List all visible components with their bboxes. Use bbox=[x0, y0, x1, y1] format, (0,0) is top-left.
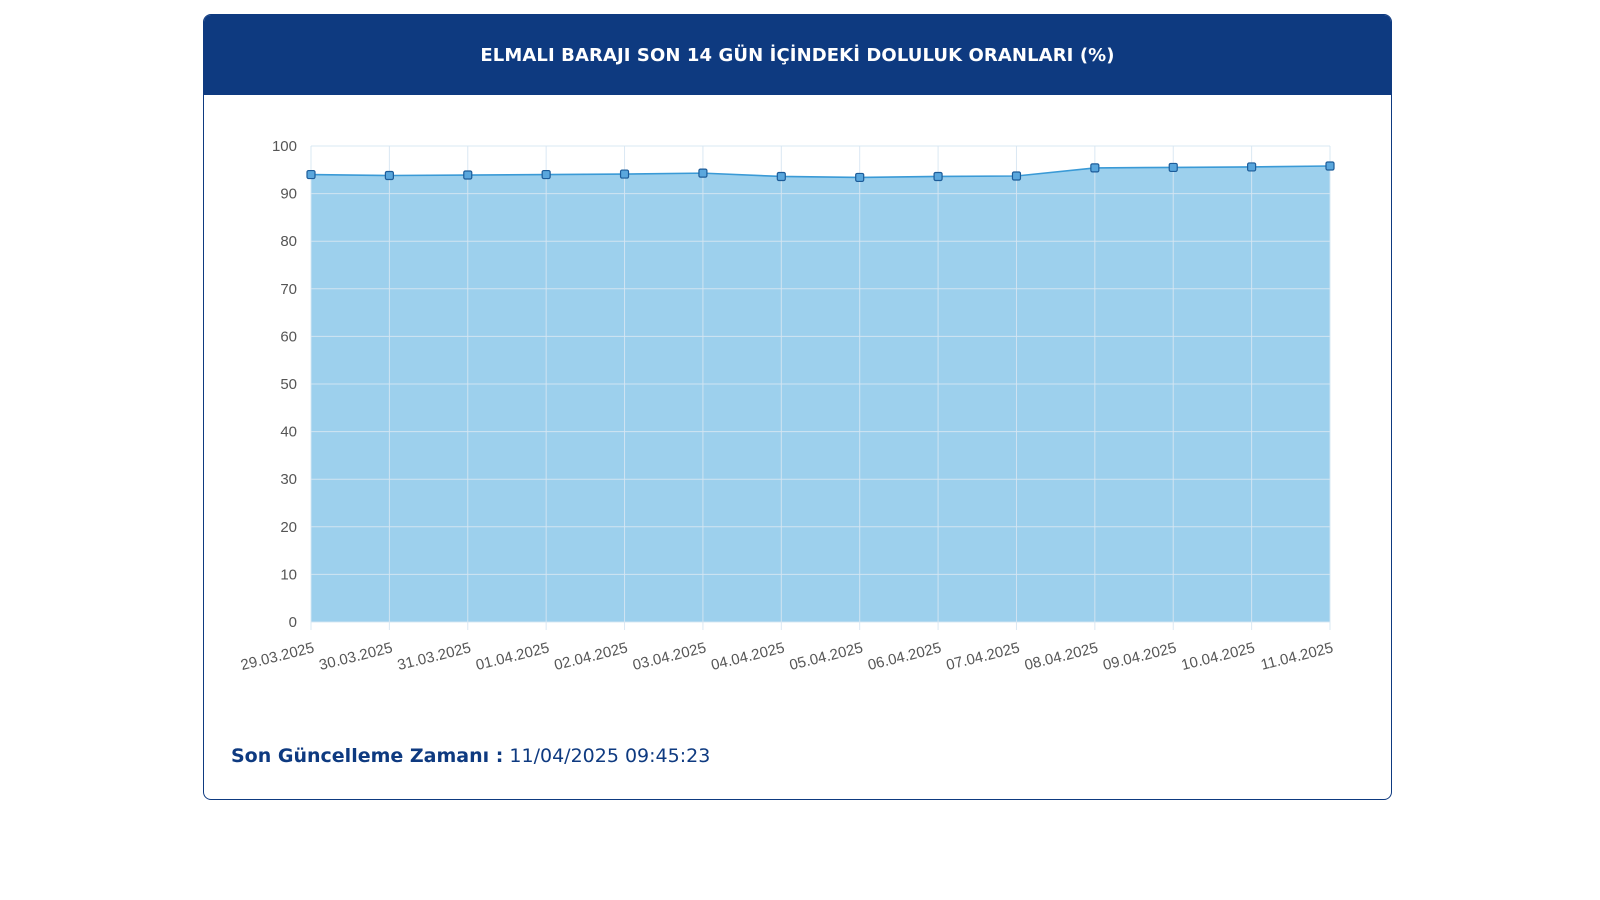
y-tick-label: 20 bbox=[280, 519, 297, 536]
data-point bbox=[1090, 163, 1100, 173]
y-tick-label: 40 bbox=[280, 424, 297, 441]
y-tick-label: 70 bbox=[280, 281, 297, 298]
x-tick-label: 10.04.2025 bbox=[1180, 639, 1257, 674]
x-tick-label: 02.04.2025 bbox=[553, 639, 630, 674]
y-tick-label: 100 bbox=[272, 138, 297, 155]
x-tick-label: 08.04.2025 bbox=[1023, 639, 1100, 674]
x-tick-label: 05.04.2025 bbox=[788, 639, 865, 674]
x-tick-label: 07.04.2025 bbox=[944, 639, 1021, 674]
area-chart: 0 10 20 30 40 50 60 70 80 90 100 29.03.2025 30.03.20… bbox=[239, 138, 1335, 674]
y-tick-label: 80 bbox=[280, 233, 297, 250]
y-tick-label: 0 bbox=[289, 614, 297, 631]
x-tick-label: 30.03.2025 bbox=[317, 639, 394, 674]
y-tick-label: 60 bbox=[280, 328, 297, 345]
x-tick-label: 29.03.2025 bbox=[239, 639, 316, 674]
data-point bbox=[1325, 161, 1335, 171]
chart-area: 0 10 20 30 40 50 60 70 80 90 100 29.03.2025 30.03.20… bbox=[204, 95, 1391, 715]
data-point bbox=[619, 169, 630, 179]
y-tick-label: 10 bbox=[280, 566, 297, 583]
y-tick-label: 30 bbox=[280, 471, 297, 488]
x-tick-label: 01.04.2025 bbox=[474, 639, 551, 674]
card-header: ELMALI BARAJI SON 14 GÜN İÇİNDEKİ DOLULU… bbox=[204, 15, 1391, 95]
x-tick-label: 31.03.2025 bbox=[396, 639, 473, 674]
data-point bbox=[306, 169, 316, 180]
last-update-label: Son Güncelleme Zamanı : bbox=[231, 745, 504, 767]
x-tick-label: 04.04.2025 bbox=[709, 639, 786, 674]
x-tick-label: 03.04.2025 bbox=[631, 639, 708, 674]
area-fill bbox=[311, 165, 1330, 622]
data-point bbox=[463, 170, 473, 180]
data-point bbox=[698, 168, 708, 178]
data-point bbox=[776, 171, 786, 182]
last-update: Son Güncelleme Zamanı : 11/04/2025 09:45… bbox=[231, 745, 710, 767]
data-point bbox=[1011, 171, 1022, 181]
chart-card: ELMALI BARAJI SON 14 GÜN İÇİNDEKİ DOLULU… bbox=[203, 14, 1392, 800]
data-point bbox=[855, 172, 865, 183]
data-point bbox=[384, 170, 394, 181]
last-update-value: 11/04/2025 09:45:23 bbox=[509, 745, 711, 767]
x-tick-label: 11.04.2025 bbox=[1259, 639, 1335, 673]
x-tick-label: 09.04.2025 bbox=[1101, 639, 1178, 674]
data-point bbox=[1247, 162, 1257, 172]
data-point bbox=[541, 169, 551, 180]
x-tick-label: 06.04.2025 bbox=[866, 639, 943, 674]
series-line bbox=[310, 165, 1331, 179]
chart-title: ELMALI BARAJI SON 14 GÜN İÇİNDEKİ DOLULU… bbox=[480, 44, 1115, 66]
data-point bbox=[1168, 162, 1178, 173]
y-tick-label: 90 bbox=[280, 186, 297, 203]
data-point bbox=[933, 171, 943, 182]
y-tick-label: 50 bbox=[280, 376, 297, 393]
